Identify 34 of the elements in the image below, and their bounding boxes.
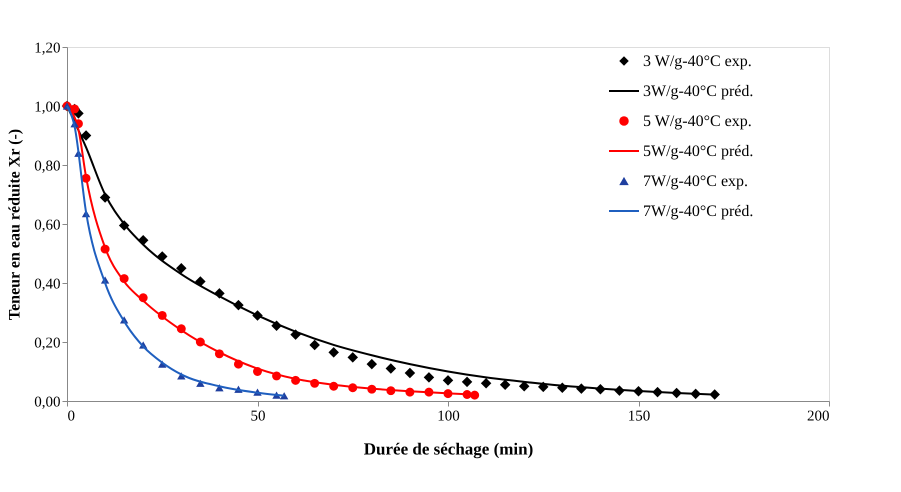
point — [424, 372, 434, 383]
point — [442, 375, 454, 386]
y-tick-label: 0,80 — [34, 158, 60, 174]
y-axis-title: Teneur en eau réduite Xr (-) — [6, 128, 24, 320]
point — [366, 358, 378, 370]
x-tick-label: 50 — [250, 408, 266, 424]
point — [348, 352, 358, 363]
legend-label: 5 W/g-40°C exp. — [643, 113, 752, 130]
legend-label: 5W/g-40°C préd. — [643, 143, 754, 160]
y-tick-label: 0,40 — [34, 276, 60, 292]
x-tick-label: 0 — [68, 408, 75, 424]
point — [518, 381, 530, 392]
point — [386, 363, 396, 374]
point — [309, 340, 320, 350]
point — [462, 376, 472, 388]
x-tick-label: 200 — [807, 408, 830, 424]
legend-label: 7W/g-40°C exp. — [643, 173, 748, 190]
y-tick-label: 0,00 — [34, 394, 60, 410]
x-axis-title: Durée de séchage (min) — [364, 440, 534, 458]
legend-label: 3 W/g-40°C exp. — [643, 53, 752, 70]
x-tick-label: 100 — [437, 408, 460, 424]
y-tick-label: 1,20 — [34, 40, 60, 56]
point — [176, 263, 187, 274]
y-tick-label: 1,00 — [34, 100, 60, 116]
legend-label: 3W/g-40°C préd. — [643, 83, 754, 100]
y-tick-label: 0,20 — [34, 336, 60, 352]
y-tick-label: 0,60 — [34, 218, 60, 234]
point — [328, 347, 339, 358]
point — [404, 368, 416, 378]
point — [480, 378, 492, 389]
point — [80, 130, 92, 141]
x-tick-label: 150 — [628, 408, 650, 424]
legend-label: 7W/g-40°C préd. — [643, 203, 754, 220]
point — [500, 380, 510, 390]
